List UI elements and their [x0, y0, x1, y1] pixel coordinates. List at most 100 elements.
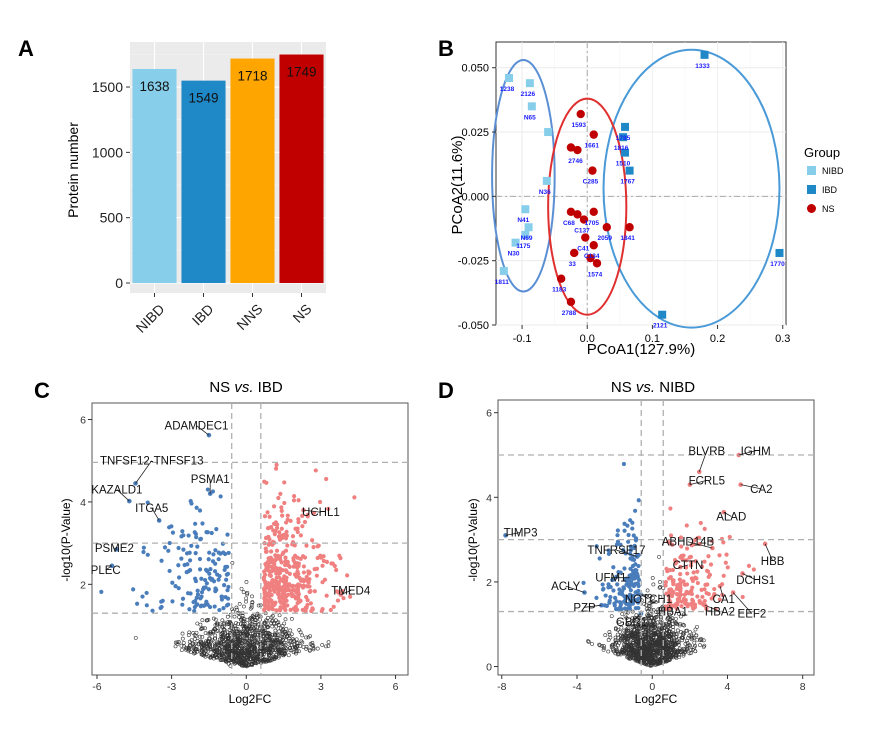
- volcano-point-nonsignificant: [224, 659, 229, 664]
- sample-label: 33: [569, 261, 577, 268]
- volcano-point-down: [613, 607, 619, 612]
- volcano-point-nonsignificant: [292, 645, 297, 650]
- sample-label: N30: [508, 251, 520, 258]
- volcano-point-nonsignificant: [672, 643, 677, 648]
- volcano-point-down: [602, 603, 607, 608]
- gene-label-tnfsf12-tnfsf13: TNFSF12-TNFSF13: [100, 456, 204, 468]
- volcano-point-down: [606, 548, 611, 553]
- volcano-point-nonsignificant: [304, 635, 308, 640]
- volcano-point-up: [328, 607, 333, 613]
- volcano-point-nonsignificant: [625, 630, 630, 635]
- volcano-point-nonsignificant: [682, 650, 687, 654]
- volcano-point-nonsignificant: [646, 640, 651, 645]
- volcano-point-nonsignificant: [624, 634, 629, 638]
- volcano-point-nonsignificant: [217, 653, 222, 658]
- volcano-point-up: [321, 558, 326, 563]
- volcano-y-tick-label: 2: [80, 579, 86, 591]
- volcano-point-up: [300, 585, 306, 590]
- volcano-point-up: [699, 564, 705, 569]
- volcano-point-up: [688, 554, 694, 559]
- volcano-point-nonsignificant: [668, 624, 673, 628]
- volcano-point-nonsignificant: [218, 622, 223, 627]
- volcano-point-nonsignificant: [237, 615, 241, 620]
- volcano-point-nonsignificant: [644, 660, 649, 665]
- volcano-point-down: [622, 606, 628, 611]
- bar-value-label-nns: 1718: [237, 69, 267, 84]
- volcano-point-down: [603, 593, 608, 598]
- volcano-point-nonsignificant: [173, 644, 178, 649]
- volcano-x-tick-label: 8: [800, 681, 806, 693]
- volcano-point-nonsignificant: [222, 622, 227, 626]
- volcano-point-down: [194, 595, 199, 600]
- volcano-point-down: [180, 602, 185, 607]
- panel-b-x-tick-label: 0.2: [710, 333, 725, 345]
- volcano-point-nonsignificant: [226, 657, 231, 662]
- volcano-point-nonsignificant: [693, 627, 698, 632]
- volcano-point-down: [226, 602, 231, 607]
- volcano-point-down: [141, 545, 146, 550]
- volcano-point-nonsignificant: [214, 643, 219, 648]
- volcano-point-up: [717, 553, 722, 558]
- volcano-point-nonsignificant: [618, 638, 623, 642]
- volcano-point-nonsignificant: [657, 641, 662, 646]
- volcano-point-nonsignificant: [631, 640, 636, 645]
- volcano-point-down: [193, 599, 198, 604]
- panel-b-x-tick-label: 0.0: [580, 333, 595, 345]
- volcano-point-down: [622, 577, 627, 582]
- volcano-point-down: [173, 584, 178, 589]
- volcano-point-up: [679, 544, 684, 549]
- volcano-point-nonsignificant: [681, 653, 686, 658]
- annotation-leader-line: [698, 450, 708, 473]
- volcano-point-nonsignificant: [644, 625, 648, 630]
- volcano-point-nonsignificant: [606, 649, 611, 654]
- gene-label-ighm: IGHM: [741, 446, 771, 458]
- volcano-point-nonsignificant: [304, 646, 308, 651]
- volcano-point-nonsignificant: [252, 646, 256, 651]
- volcano-point-nonsignificant: [619, 633, 624, 638]
- volcano-point-nonsignificant: [307, 648, 312, 653]
- volcano-point-nonsignificant: [609, 645, 614, 650]
- volcano-point-down: [633, 536, 639, 541]
- volcano-point-nonsignificant: [632, 624, 637, 628]
- volcano-y-tick-label: 2: [486, 577, 492, 589]
- volcano-point-up: [307, 584, 312, 589]
- volcano-point-up: [267, 572, 272, 578]
- volcano-point-nonsignificant: [701, 638, 706, 643]
- volcano-point-nonsignificant: [300, 640, 305, 645]
- volcano-point-nonsignificant: [193, 637, 197, 641]
- volcano-point-nonsignificant: [221, 652, 225, 656]
- volcano-point-nonsignificant: [258, 658, 262, 663]
- volcano-point-nonsignificant: [283, 646, 288, 651]
- volcano-point-down: [186, 569, 191, 574]
- volcano-point-up: [282, 562, 288, 568]
- volcano-point-up: [284, 529, 289, 534]
- gene-label-psma1: PSMA1: [191, 474, 230, 486]
- volcano-point-up: [668, 506, 673, 511]
- volcano-point-down: [600, 587, 606, 592]
- point-ns: [566, 207, 576, 216]
- volcano-x-tick-label: -4: [572, 681, 581, 693]
- volcano-point-nonsignificant: [311, 643, 316, 648]
- volcano-point-up: [724, 552, 729, 557]
- volcano-point-nonsignificant: [268, 644, 273, 649]
- volcano-point-nonsignificant: [193, 650, 198, 655]
- panel-c-y-ticks: 2 4 6: [80, 414, 92, 591]
- annotation-leader-line: [680, 564, 689, 568]
- volcano-point-nonsignificant: [208, 655, 213, 660]
- volcano-point-nonsignificant: [629, 656, 633, 661]
- volcano-point-down: [195, 588, 200, 593]
- panel-b-y-tick-label: -0.050: [458, 320, 489, 332]
- volcano-point-down: [181, 547, 186, 552]
- volcano-point-nonsignificant: [633, 651, 638, 656]
- volcano-point-nonsignificant: [238, 630, 243, 635]
- volcano-point-nonsignificant: [657, 554, 661, 559]
- volcano-point-nonsignificant: [642, 645, 647, 649]
- volcano-point-nonsignificant: [671, 649, 676, 654]
- volcano-point-down: [209, 530, 214, 536]
- volcano-point-down: [179, 534, 184, 539]
- volcano-point-nonsignificant: [651, 596, 655, 600]
- volcano-point-nonsignificant: [634, 658, 639, 663]
- volcano-point-down: [622, 528, 627, 533]
- volcano-point-nonsignificant: [630, 616, 635, 621]
- volcano-point-down: [621, 461, 627, 467]
